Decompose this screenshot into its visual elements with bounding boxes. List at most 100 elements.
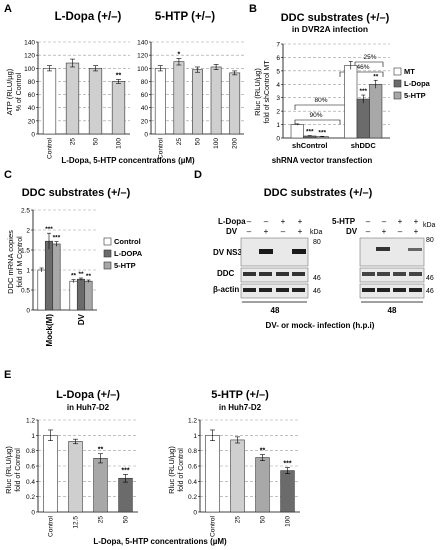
y-tick-label: 0 <box>144 132 148 139</box>
bar <box>229 72 241 135</box>
panel-b-brackets <box>294 61 384 125</box>
significance-label: *** <box>45 226 53 233</box>
blot-right-mw: 46 <box>426 288 434 295</box>
x-tick-label: 100 <box>285 516 292 527</box>
y-tick-label: 0 <box>31 510 35 517</box>
y-tick-label: 0.4 <box>188 479 197 486</box>
legend-swatch <box>103 237 112 246</box>
x-tick-label: shDDC <box>351 141 377 150</box>
blot-right-mw: 46 <box>426 275 434 282</box>
panel-b-ylabel: Rluc (RLU/µg) <box>253 68 262 116</box>
legend-label: 5-HTP <box>114 261 136 270</box>
blot-band <box>243 272 256 276</box>
bracket-label-46: 46% <box>356 64 369 71</box>
panel-c-ylabel: DDC mRNA copies <box>6 230 15 294</box>
blot-right-treat-label: 5-HTP <box>332 217 356 226</box>
bar <box>173 61 185 135</box>
y-tick-label: 1 <box>26 268 30 275</box>
y-tick-label: 2 <box>26 228 30 235</box>
blot-left-dv-sign: + <box>298 227 303 236</box>
y-tick-label: 3 <box>276 95 280 102</box>
blot-band <box>276 288 289 292</box>
significance-label: ** <box>86 273 92 280</box>
legend-label: L-DOPA <box>114 249 143 258</box>
y-tick-label: 0.2 <box>26 494 35 501</box>
x-tick-label: 25 <box>70 138 77 146</box>
blot-right-time: 48 <box>388 306 397 315</box>
panel-a-ylabel: ATP (RLU/µg) <box>5 68 14 115</box>
significance-label: ** <box>71 273 77 280</box>
y-tick-label: 120 <box>137 53 148 60</box>
bracket-label-80: 80% <box>314 97 327 104</box>
blot-right-dv-sign: + <box>414 227 419 236</box>
y-tick-label: 80 <box>28 79 36 86</box>
bar <box>118 477 133 513</box>
blot-right-ddc-membrane <box>359 267 425 283</box>
blot-right-kda: kDa <box>423 222 436 229</box>
blot-left-dv-label: DV <box>226 227 238 236</box>
bar <box>210 66 222 135</box>
blot-row-label-ddc: DDC <box>217 269 235 278</box>
panel-e-left-subtitle: in Huh7-D2 <box>67 403 110 412</box>
legend-label: MT <box>404 67 415 76</box>
significance-label: *** <box>283 461 291 468</box>
panel-c-title: DDC substrates (+/–) <box>22 187 131 199</box>
y-tick-label: 40 <box>28 105 36 112</box>
panel-a-right-title: 5-HTP (+/–) <box>155 11 215 23</box>
y-tick-label: 0.5 <box>21 288 30 295</box>
y-tick-label: 2 <box>276 109 280 116</box>
blot-right-dv-sign: – <box>398 227 403 236</box>
y-tick-label: 120 <box>24 53 35 60</box>
blot-right-dv-sign: + <box>382 227 387 236</box>
bar <box>280 470 295 513</box>
panel-letter-b: B <box>249 3 257 15</box>
bar <box>356 98 370 139</box>
bracket-25 <box>354 61 384 67</box>
panel-letter-c: C <box>4 169 12 181</box>
blot-band <box>376 247 390 251</box>
blot-left-treat-sign: + <box>298 217 303 226</box>
panel-e-left-ylabel-2: fold of Control <box>15 448 22 492</box>
x-tick-label: shControl <box>292 141 327 150</box>
panel-letter-a: A <box>4 3 12 15</box>
y-tick-label: 1 <box>193 433 197 440</box>
bracket-90 <box>294 119 341 125</box>
blot-band <box>243 288 256 292</box>
bar <box>52 243 61 311</box>
blot-left-ddc-membrane <box>240 267 309 283</box>
bar <box>88 67 103 135</box>
blot-right-treat-sign: – <box>382 217 387 226</box>
bracket-46 <box>339 71 384 77</box>
blot-band <box>259 272 272 276</box>
panel-e-right-ylabel-2: fold of Control <box>178 448 185 492</box>
blot-band <box>393 272 406 276</box>
blot-right-mw: 80 <box>426 237 434 244</box>
y-tick-label: 0.8 <box>188 448 197 455</box>
y-tick-label: 1.2 <box>26 418 35 425</box>
x-tick-label: Control <box>47 137 54 159</box>
y-tick-label: 0 <box>31 132 35 139</box>
legend-swatch <box>103 261 112 270</box>
x-tick-label: 25 <box>176 138 183 146</box>
y-tick-label: 0.6 <box>26 464 35 471</box>
x-tick-label: 25 <box>98 516 105 524</box>
blot-left-dv-sign: – <box>281 227 286 236</box>
panel-letter-e: E <box>4 369 11 381</box>
blot-band <box>259 249 273 254</box>
panel-d-title: DDC substrates (+/–) <box>264 187 373 199</box>
blot-band <box>377 272 390 276</box>
blot-left-actin-membrane <box>240 283 309 299</box>
x-tick-label: DV <box>77 313 86 325</box>
blot-left-treat-sign: – <box>247 217 252 226</box>
blot-left-mw: 80 <box>313 239 321 246</box>
blot-left-treat-sign: + <box>281 217 286 226</box>
bar <box>68 441 83 513</box>
panel-e-right-subtitle: in Huh7-D2 <box>219 403 262 412</box>
x-tick-label: 25 <box>235 516 242 524</box>
legend-label: 5-HTP <box>404 91 426 100</box>
y-tick-label: 6 <box>276 55 280 62</box>
significance-label: *** <box>121 467 129 474</box>
y-tick-label: 100 <box>24 66 35 73</box>
bar <box>290 124 304 139</box>
significance-label: ** <box>116 72 122 79</box>
